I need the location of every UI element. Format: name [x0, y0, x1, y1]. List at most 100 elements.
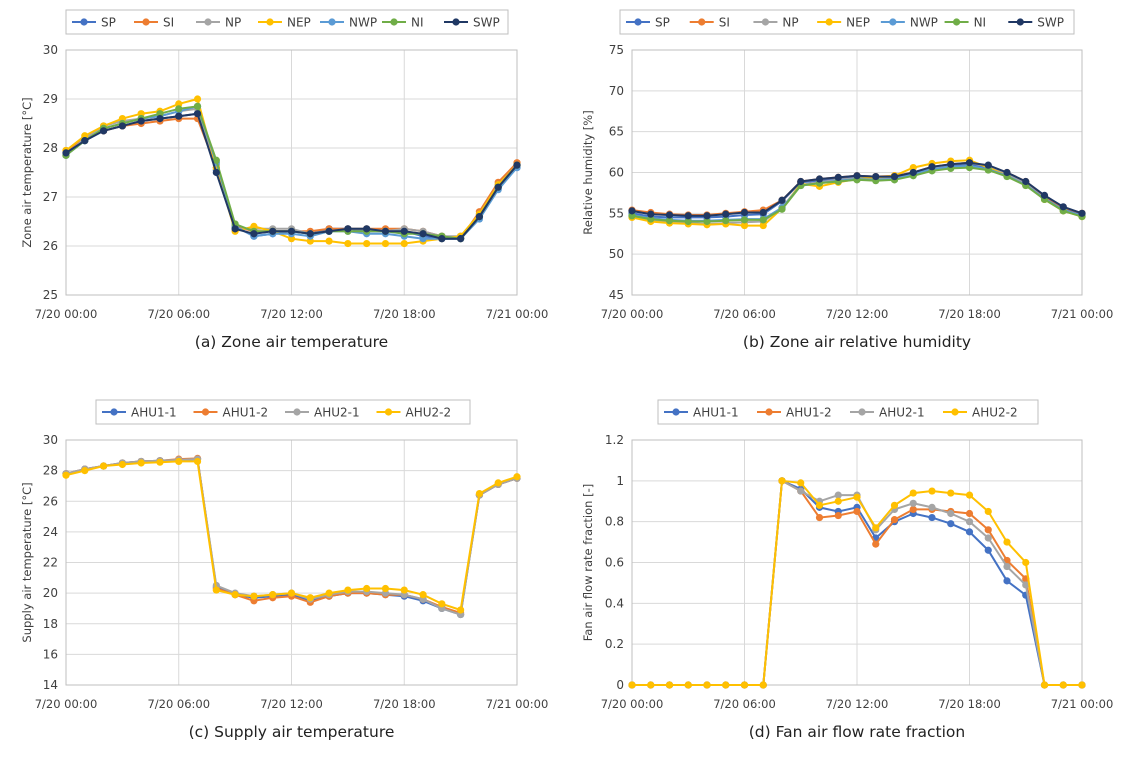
data-point-ahu1-2: [984, 526, 992, 534]
x-tick-label: 7/21 00:00: [1051, 307, 1114, 321]
legend-label: AHU1-1: [693, 406, 739, 420]
data-point-swp: [928, 163, 936, 171]
legend-swatch-marker: [80, 18, 88, 26]
data-point-swp: [722, 210, 730, 218]
legend-swatch-marker: [858, 408, 866, 416]
legend-label: NI: [974, 16, 987, 30]
legend-label: NWP: [349, 16, 377, 30]
y-axis-title: Zone air temperature [°C]: [20, 97, 34, 247]
data-point-nep: [344, 239, 352, 248]
data-point-swp: [984, 161, 992, 169]
data-point-ahu2-2: [475, 489, 484, 498]
data-point-ahu2-2: [965, 491, 974, 499]
data-point-ahu2-2: [62, 471, 70, 479]
data-point-swp: [853, 172, 861, 180]
plot-area: [631, 439, 1083, 686]
legend-label: NP: [782, 16, 798, 30]
data-point-ni: [175, 105, 183, 113]
data-point-nep: [325, 237, 333, 245]
chart-caption: (c) Supply air temperature: [189, 723, 395, 741]
data-point-ahu2-2: [684, 681, 692, 689]
data-point-ahu1-1: [984, 546, 992, 554]
y-tick-label: 0: [616, 678, 624, 692]
data-point-ni: [722, 217, 730, 225]
data-point-ni: [212, 156, 220, 164]
chart-relative-humidity: 45 50 55 60 65 70 75 7/20 00:00 7/20 06:00 7/20 1…: [581, 9, 1114, 351]
data-point-ahu2-2: [363, 584, 371, 593]
data-point-ahu2-2: [1078, 681, 1086, 689]
y-tick-label: 0.4: [605, 596, 624, 610]
data-point-swp: [99, 127, 108, 135]
x-tick-label: 7/20 18:00: [938, 697, 1001, 711]
y-tick-label: 14: [43, 678, 58, 692]
chart-zone-air-temperature: 25 26 27 28 29 30 7/20 00:00 7/20 06:00 7/20 12:…: [20, 9, 548, 351]
legend-label: NP: [225, 16, 241, 30]
data-point-ahu2-2: [193, 457, 202, 466]
data-point-swp: [137, 117, 145, 125]
data-point-ahu1-2: [815, 513, 824, 522]
data-point-ahu2-2: [287, 589, 296, 597]
data-point-swp: [269, 227, 277, 235]
data-point-ahu2-1: [984, 534, 992, 542]
chart-fan-air-flow-rate: 0 0.2 0.4 0.6 0.8 1 1.2 7/20 00:00 7/20 06:00 7/2…: [581, 399, 1113, 741]
y-tick-label: 60: [609, 166, 624, 180]
legend-swatch-marker: [952, 18, 961, 26]
plot-area: [65, 49, 518, 296]
data-point-ahu2-2: [778, 477, 786, 485]
data-point-ahu2-1: [1003, 562, 1011, 571]
data-point-ahu2-2: [419, 591, 427, 599]
y-tick-label: 30: [43, 433, 58, 447]
data-point-nep: [363, 239, 371, 248]
data-point-ahu2-2: [250, 592, 258, 600]
legend-swatch-marker: [452, 18, 460, 26]
data-point-swp: [475, 213, 484, 221]
y-tick-label: 30: [43, 43, 58, 57]
data-point-ahu2-1: [797, 487, 805, 495]
x-tick-label: 7/20 12:00: [826, 307, 889, 321]
y-tick-label: 0.6: [605, 556, 624, 570]
data-point-swp: [419, 230, 427, 238]
data-point-ahu1-2: [853, 507, 861, 516]
data-point-swp: [684, 212, 692, 220]
x-tick-label: 7/20 06:00: [147, 697, 210, 711]
data-point-ahu2-2: [1059, 681, 1067, 689]
data-point-ahu2-2: [325, 589, 333, 597]
data-point-ahu2-2: [647, 681, 655, 689]
chart-caption: (a) Zone air temperature: [195, 333, 388, 351]
data-point-ahu2-2: [853, 493, 861, 501]
data-point-swp: [665, 211, 674, 219]
data-point-ahu1-1: [947, 520, 955, 528]
x-tick-label: 7/20 06:00: [147, 307, 210, 321]
data-point-ni: [193, 102, 202, 110]
data-point-swp: [647, 210, 655, 218]
y-tick-label: 1: [616, 474, 624, 488]
data-point-swp: [965, 159, 974, 167]
y-tick-label: 0.8: [605, 515, 624, 529]
chart-panel-zone-air-temperature: 25 26 27 28 29 30 7/20 00:00 7/20 06:00 7/20 12:…: [0, 0, 562, 372]
data-point-swp: [890, 172, 899, 181]
data-point-swp: [778, 196, 786, 204]
data-point-swp: [287, 227, 296, 235]
data-point-swp: [494, 183, 502, 191]
legend-swatch-marker: [634, 18, 642, 26]
data-point-ahu2-2: [457, 606, 465, 614]
y-tick-label: 0.2: [605, 637, 624, 651]
legend-swatch-marker: [761, 18, 770, 26]
data-point-swp: [815, 175, 824, 183]
y-tick-label: 22: [43, 556, 58, 570]
data-point-ahu2-1: [834, 491, 842, 499]
legend-label: SI: [719, 16, 730, 30]
y-tick-label: 26: [43, 239, 58, 253]
y-tick-label: 50: [609, 247, 624, 261]
y-tick-label: 16: [43, 647, 58, 661]
data-point-swp: [400, 227, 408, 235]
x-tick-label: 7/20 06:00: [713, 697, 776, 711]
data-point-swp: [703, 212, 711, 220]
data-point-ahu2-2: [890, 501, 899, 509]
legend-swatch-marker: [390, 18, 398, 26]
data-point-ahu1-2: [909, 505, 917, 514]
legend-label: NWP: [910, 16, 938, 30]
data-point-ahu1-2: [872, 540, 880, 548]
data-point-ahu2-2: [513, 473, 521, 481]
data-point-ahu2-2: [815, 501, 824, 509]
